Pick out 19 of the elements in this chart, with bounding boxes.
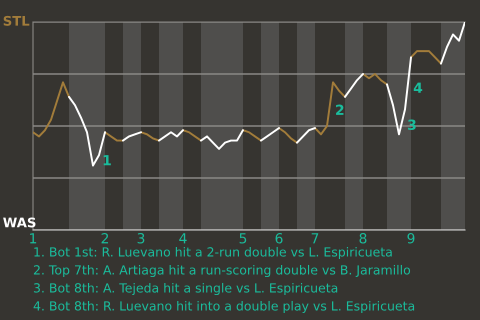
text: 2. Top 7th: A. Artiaga hit a run-scoring double vs B. Jaramillo xyxy=(34,264,410,278)
x-tick-label: 6 xyxy=(276,233,283,244)
x-tick-label: 8 xyxy=(360,233,366,244)
text: 4. Bot 8th: R. Luevano hit into a double play vs L. Espiricueta xyxy=(34,300,414,314)
x-tick-label: 1 xyxy=(30,233,36,244)
annotation: WAS xyxy=(3,217,36,228)
annotation: 4 xyxy=(414,82,422,93)
x-tick-label: 5 xyxy=(240,233,246,244)
text: 1. Bot 1st: R. Luevano hit a 2-run double vs L. Espiricueta xyxy=(34,246,392,260)
annotation: 2 xyxy=(336,104,344,115)
text: 3. Bot 8th: A. Tejeda hit a single vs L. Espiricueta xyxy=(34,282,338,296)
annotation: 3 xyxy=(408,120,416,130)
x-tick-label: 3 xyxy=(138,233,144,244)
x-tick-label: 2 xyxy=(102,233,108,244)
text: STL xyxy=(4,16,30,26)
x-tick-label: 9 xyxy=(407,233,414,244)
x-tick-label: 7 xyxy=(312,233,318,244)
x-tick-label: 4 xyxy=(179,233,187,244)
annotation: 1 xyxy=(104,155,111,166)
